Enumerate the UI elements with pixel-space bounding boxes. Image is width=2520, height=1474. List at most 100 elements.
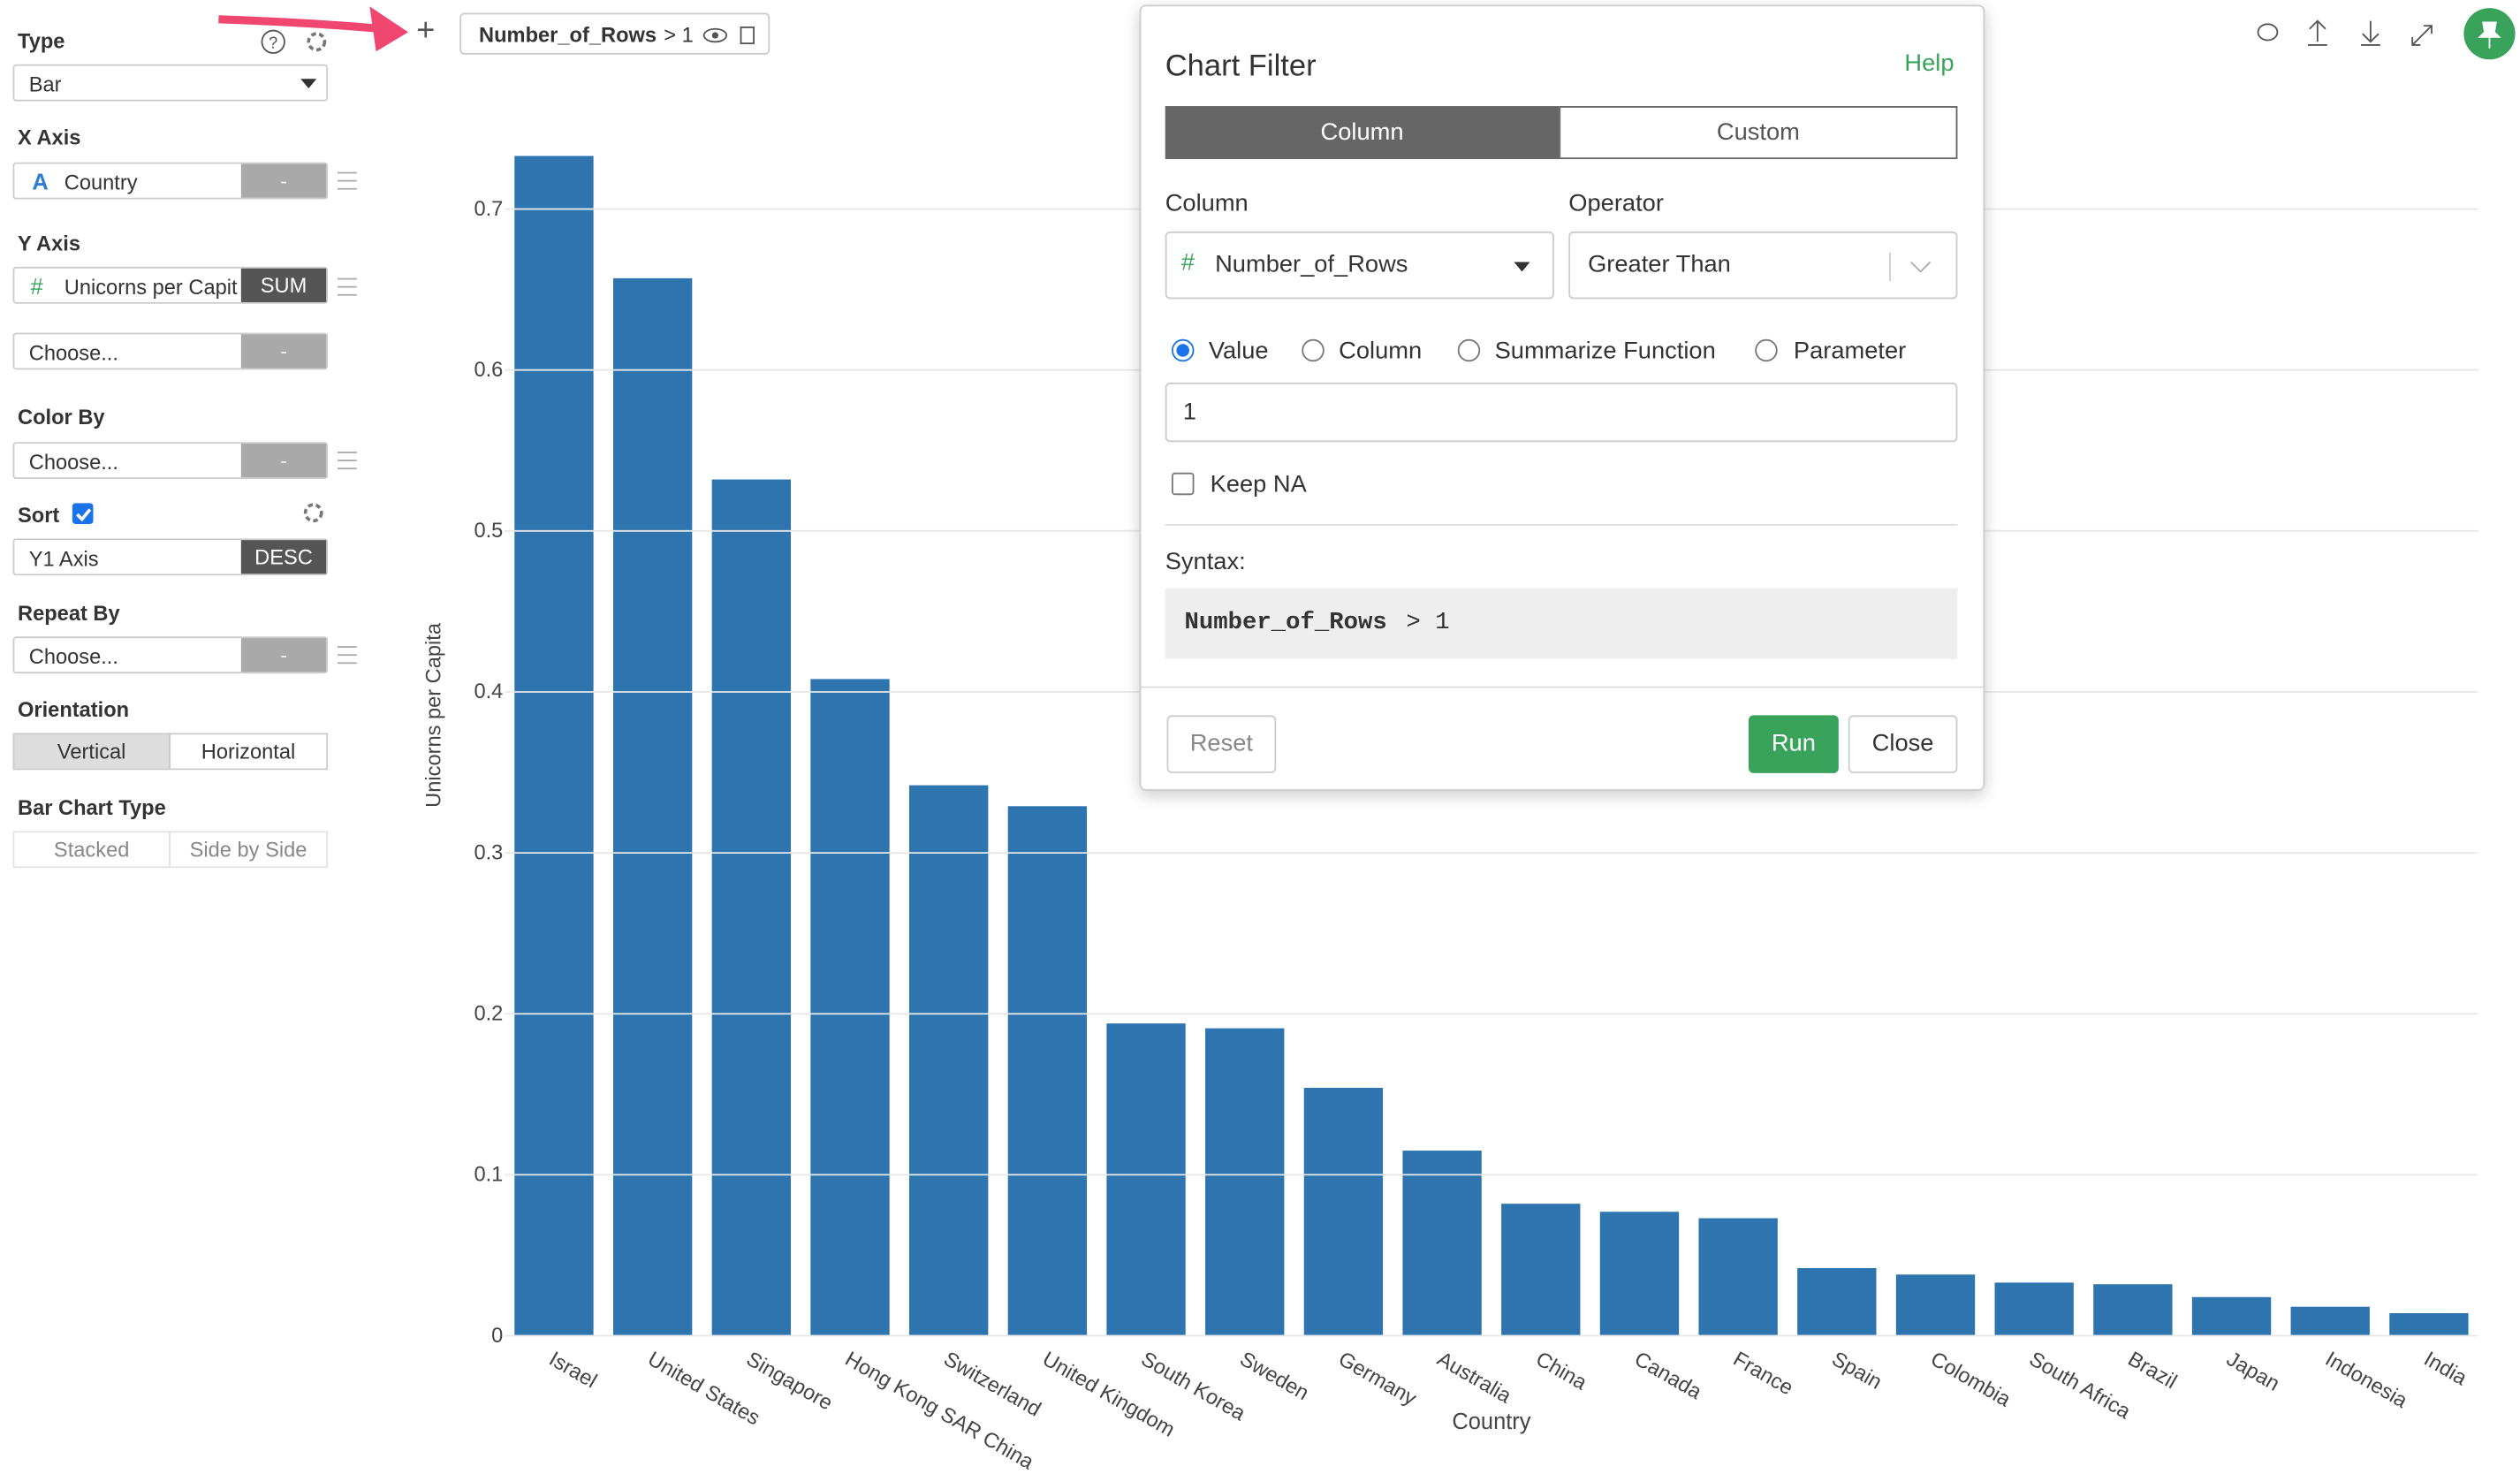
color-field[interactable]: Choose... -	[12, 442, 329, 480]
operator-select[interactable]: Greater Than	[1568, 231, 1958, 300]
menu-icon[interactable]	[337, 277, 357, 296]
y-tick-label: 0.5	[474, 520, 503, 543]
bar	[2290, 1306, 2370, 1336]
repeat-choose: Choose...	[28, 644, 118, 669]
radio-label[interactable]: Summarize Function	[1494, 337, 1716, 365]
radio-label[interactable]: Value	[1208, 337, 1269, 365]
y-field: Unicorns per Capit	[64, 275, 238, 300]
radio-label[interactable]: Parameter	[1793, 337, 1907, 365]
x-tick-label: China	[1532, 1348, 1591, 1395]
sort-checkbox[interactable]	[71, 501, 96, 527]
column-label: Column	[1165, 189, 1249, 217]
syntax-box: Number_of_Rows > 1	[1165, 588, 1958, 659]
help-link[interactable]: Help	[1904, 49, 1955, 78]
filter-chip[interactable]: Number_of_Rows > 1	[459, 12, 770, 55]
bar	[2191, 1296, 2272, 1336]
keep-na-checkbox[interactable]	[1171, 472, 1195, 496]
bar	[1895, 1274, 1976, 1336]
value-text: 1	[1182, 399, 1196, 427]
bar	[810, 679, 890, 1336]
x-tick-label: Germany	[1334, 1348, 1420, 1410]
sort-order[interactable]: DESC	[240, 540, 327, 574]
y-tick-label: 0.7	[474, 198, 503, 221]
menu-icon[interactable]	[337, 171, 357, 190]
dialog-title: Chart Filter	[1165, 49, 1317, 84]
x-tick-label: Indonesia	[2321, 1348, 2411, 1413]
type-select[interactable]: Bar	[12, 64, 329, 102]
bar	[1205, 1028, 1285, 1336]
color-choose: Choose...	[28, 450, 118, 475]
radio[interactable]	[1755, 338, 1778, 362]
sort-by: Y1 Axis	[28, 546, 99, 571]
menu-icon[interactable]	[337, 452, 357, 470]
y-agg[interactable]: SUM	[240, 268, 327, 302]
bar	[1007, 806, 1088, 1336]
number-icon: #	[1180, 248, 1195, 277]
y-axis-title: Unicorns per Capita	[422, 622, 445, 808]
column-select[interactable]: # Number_of_Rows	[1165, 231, 1554, 300]
divider	[1165, 523, 1958, 526]
y-tick-label: 0.3	[474, 841, 503, 864]
bar	[1303, 1088, 1384, 1336]
radio[interactable]	[1457, 338, 1481, 362]
color-button[interactable]: -	[240, 444, 327, 478]
chart-filter-dialog: Chart Filter Help Column Custom Column O…	[1139, 4, 1985, 791]
repeat-button[interactable]: -	[240, 638, 327, 672]
bar	[2093, 1284, 2173, 1336]
tab[interactable]: Custom	[1559, 106, 1958, 160]
filter-condition: > 1	[664, 22, 694, 47]
syntax-rest: > 1	[1406, 609, 1450, 637]
run-button[interactable]: Run	[1748, 715, 1839, 773]
y-tick-label: 0	[491, 1325, 503, 1348]
syntax-column: Number_of_Rows	[1184, 609, 1387, 637]
x-button[interactable]: -	[240, 163, 327, 198]
x-tick-label: Colombia	[1926, 1348, 2015, 1412]
x-tick-label: Sweden	[1235, 1348, 1312, 1405]
sort-field[interactable]: Y1 Axis DESC	[12, 538, 329, 576]
orientation-option[interactable]: Vertical	[12, 733, 171, 771]
y2-button[interactable]: -	[240, 334, 327, 368]
reset-button[interactable]: Reset	[1166, 715, 1277, 773]
toolbar-icons[interactable]	[2250, 16, 2450, 51]
bar-type-option[interactable]: Side by Side	[168, 831, 329, 869]
string-icon: A	[32, 168, 49, 195]
bar-type-label: Bar Chart Type	[18, 795, 166, 820]
y-tick-label: 0.6	[474, 359, 503, 382]
column-value: Number_of_Rows	[1215, 250, 1408, 278]
bar	[612, 277, 693, 1336]
operator-value: Greater Than	[1588, 250, 1731, 278]
x-tick-label: Japan	[2222, 1348, 2283, 1396]
radio-selected[interactable]	[1171, 338, 1195, 362]
radio-label[interactable]: Column	[1339, 337, 1423, 365]
sort-settings[interactable]	[300, 500, 326, 526]
bar	[2389, 1313, 2469, 1336]
orientation-option[interactable]: Horizontal	[168, 733, 329, 771]
color-by-label: Color By	[18, 405, 105, 429]
x-axis-field[interactable]: A Country -	[12, 162, 329, 200]
tab-active[interactable]: Column	[1165, 106, 1560, 160]
menu-icon[interactable]	[337, 646, 357, 665]
x-tick-label: Australia	[1433, 1348, 1515, 1409]
y-axis-field[interactable]: # Unicorns per Capit SUM	[12, 266, 329, 304]
bar	[711, 479, 792, 1336]
bar-type-option[interactable]: Stacked	[12, 831, 171, 869]
y-tick-label: 0.4	[474, 680, 503, 703]
repeat-field[interactable]: Choose... -	[12, 636, 329, 674]
type-value: Bar	[28, 72, 62, 97]
divider	[1141, 686, 1984, 688]
x-tick-label: Brazil	[2124, 1348, 2181, 1394]
value-input[interactable]: 1	[1165, 382, 1958, 443]
bar	[1797, 1268, 1877, 1336]
close-button[interactable]: Close	[1848, 715, 1958, 773]
bar	[1106, 1023, 1186, 1336]
add-filter[interactable]: +	[416, 12, 436, 49]
pin-button[interactable]	[2463, 6, 2517, 61]
radio[interactable]	[1302, 338, 1325, 362]
y2-field[interactable]: Choose... -	[12, 332, 329, 370]
bar	[1599, 1212, 1680, 1336]
x-tick-label: Singapore	[742, 1348, 836, 1415]
orientation-label: Orientation	[18, 697, 130, 722]
keep-na-label[interactable]: Keep NA	[1210, 470, 1307, 498]
